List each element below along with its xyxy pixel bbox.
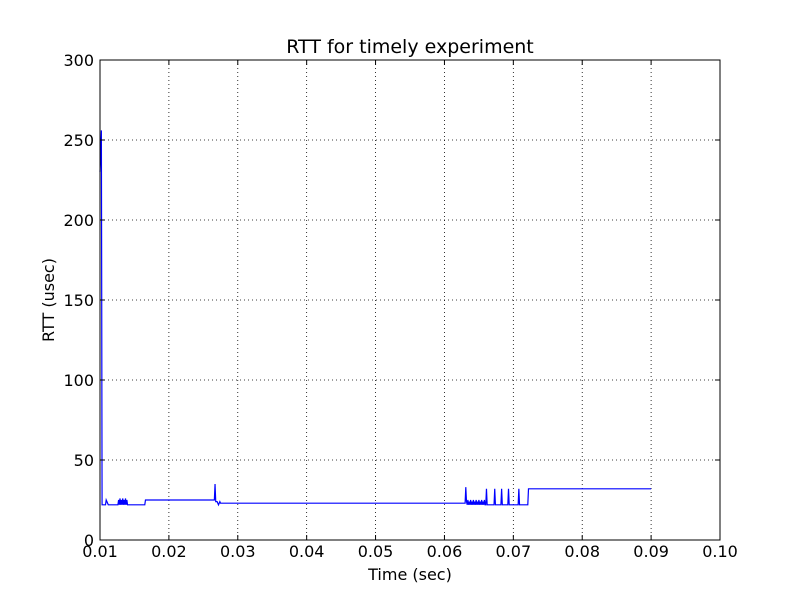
rtt-series-line [99,130,652,507]
y-tick-label: 150 [63,291,94,310]
chart-title: RTT for timely experiment [286,36,534,58]
x-tick-label: 0.09 [633,542,669,561]
x-tick-label: 0.08 [564,542,600,561]
y-tick-label: 50 [74,451,94,470]
y-tick-label: 200 [63,211,94,230]
y-tick-label: 100 [63,371,94,390]
x-tick-label: 0.05 [358,542,394,561]
series-layer [99,130,652,507]
x-tick-label: 0.04 [289,542,325,561]
y-tick-label: 0 [84,531,94,550]
x-tick-label: 0.01 [82,542,118,561]
x-tick-label: 0.10 [702,542,738,561]
x-axis-label: Time (sec) [367,565,452,584]
y-tick-label: 250 [63,131,94,150]
y-axis-label: RTT (usec) [39,258,58,342]
x-tick-label: 0.07 [496,542,532,561]
x-tick-label: 0.03 [220,542,256,561]
y-tick-label: 300 [63,51,94,70]
ticks: 0.01 0.02 0.03 0.04 0.05 0.06 0.07 0.08 0.09 0.10… [63,51,737,561]
x-tick-label: 0.02 [151,542,187,561]
x-tick-label: 0.06 [427,542,463,561]
